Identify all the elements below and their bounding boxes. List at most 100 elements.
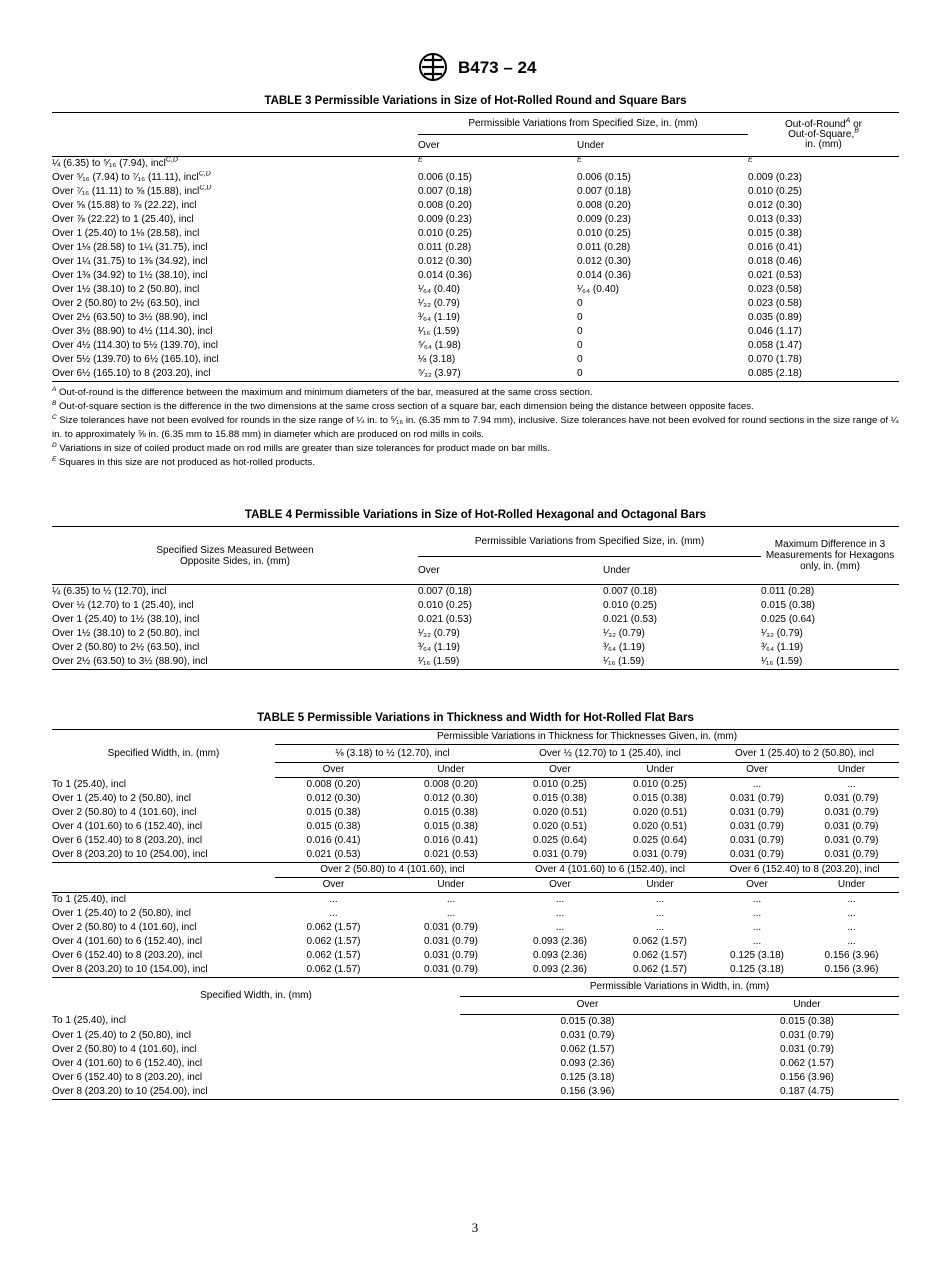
footnote: C Size tolerances have not been evolved … [52, 414, 899, 442]
cell-text: 0.006 (0.15) [418, 172, 472, 183]
cell-text: 0.025 (0.64) [761, 614, 815, 625]
cell: 0.125 (3.18) [710, 949, 804, 963]
cell: 0.031 (0.79) [710, 834, 804, 848]
cell-text: ... [847, 894, 856, 905]
row-label: Over 2 (50.80) to 2½ (63.50), incl [52, 641, 418, 655]
label-text: Over 4½ (114.30) to 5½ (139.70), incl [52, 340, 219, 351]
column-header: Over [510, 877, 610, 893]
table-row: Over 4 (101.60) to 6 (152.40), incl 0.093… [52, 1057, 899, 1071]
label-text: To 1 (25.40), incl [52, 894, 126, 905]
cell-text: 0.093 (2.36) [560, 1057, 615, 1069]
cell-text: 0.010 (0.25) [748, 186, 802, 197]
column-header: Under [610, 877, 710, 893]
footnote: B Out-of-square section is the differenc… [52, 400, 899, 414]
footnote-ref: C,D [198, 171, 211, 178]
cell-text: 0.016 (0.41) [424, 835, 478, 846]
cell: 0.006 (0.15) [418, 171, 577, 185]
label-text: To 1 (25.40), incl [52, 1015, 126, 1027]
cell-text: 0.006 (0.15) [577, 172, 631, 183]
cell: 0.015 (0.38) [460, 1014, 715, 1029]
label-text: Over 6½ (165.10) to 8 (203.20), incl [52, 368, 211, 379]
cell-text: 0.008 (0.20) [306, 779, 361, 790]
header-cell: Specified Sizes Measured Between Opposit… [52, 526, 418, 585]
cell-text: 0.156 (3.96) [560, 1085, 615, 1097]
range-header: Over 4 (101.60) to 6 (152.40), incl [510, 862, 710, 878]
cell: 0.010 (0.25) [748, 185, 899, 199]
cell: ... [710, 907, 804, 921]
cell: 0.031 (0.79) [715, 1029, 899, 1043]
cell-text: 0.012 (0.30) [577, 256, 631, 267]
label-text: Over 1 (25.40) to 1⅛ (28.58), incl [52, 228, 200, 239]
cell-text: 0.011 (0.28) [577, 242, 631, 253]
cell: 0.010 (0.25) [603, 599, 761, 613]
row-label: Over 2½ (63.50) to 3½ (88.90), incl [52, 311, 418, 325]
footnote-mark: D [52, 441, 57, 449]
cell: 0.062 (1.57) [610, 949, 710, 963]
cell-text: 0.010 (0.25) [603, 600, 657, 611]
cell: 0.046 (1.17) [748, 325, 899, 339]
cell: ¹⁄₃₂ (0.79) [418, 627, 603, 641]
table-row: Over 2 (50.80) to 4 (101.60), incl 0.062 … [52, 1043, 899, 1057]
footnote-text: Size tolerances have not been evolved fo… [52, 415, 899, 440]
table5-block: TABLE 5 Permissible Variations in Thickn… [52, 710, 900, 1100]
label-text: Over 1⅛ (28.58) to 1¼ (31.75), incl [52, 242, 208, 253]
label-text: Over 2 (50.80) to 4 (101.60), incl [52, 1043, 197, 1055]
cell-text: 0.009 (0.23) [418, 214, 472, 225]
cell: ... [710, 778, 804, 793]
table-row: Over 6 (152.40) to 8 (203.20), incl 0.016… [52, 834, 899, 848]
label-text: Over ⅝ (15.88) to ⅞ (22.22), incl [52, 200, 197, 211]
table-title: TABLE 4 Permissible Variations in Size o… [244, 509, 707, 521]
row-label: Over 6 (152.40) to 8 (203.20), incl [52, 949, 275, 963]
cell: ... [710, 893, 804, 908]
cell-text: ... [847, 908, 856, 919]
cell-text: 0.008 (0.20) [577, 200, 631, 211]
cell-text: 0.031 (0.79) [824, 849, 879, 860]
cell-text: 0.031 (0.79) [730, 821, 784, 832]
cell: 0.031 (0.79) [460, 1029, 715, 1043]
label-text: Over 1 (25.40) to 2 (50.80), incl [52, 908, 191, 919]
footnote-ref: A [845, 117, 851, 125]
cell-text: 0.021 (0.53) [424, 849, 478, 860]
cell-text: 0.013 (0.33) [748, 214, 802, 225]
label-text: Over ½ (12.70) to 1 (25.40), incl [52, 600, 194, 611]
group-header: Permissible Variations in Thickness for … [275, 729, 900, 745]
cell: ¹⁄₆₄ (0.40) [418, 283, 577, 297]
cell: 0.156 (3.96) [804, 949, 899, 963]
cell: 0.021 (0.53) [275, 848, 392, 863]
cell-text: 0.156 (3.96) [780, 1071, 834, 1083]
table-title: TABLE 3 Permissible Variations in Size o… [264, 95, 687, 107]
range-header: Over 2 (50.80) to 4 (101.60), incl [275, 862, 510, 878]
cell-text: 0 [577, 298, 583, 309]
cell-text: 0.031 (0.79) [824, 835, 879, 846]
cell-text: ³⁄₆₄ (1.19) [418, 312, 461, 323]
cell-text: ¹⁄₃₂ (0.79) [418, 628, 460, 639]
cell-text: 0.018 (0.46) [748, 256, 802, 267]
label-text: Over 8 (203.20) to 10 (254.00), incl [52, 1085, 208, 1097]
cell: 0.031 (0.79) [804, 792, 899, 806]
cell-text: 0.070 (1.78) [748, 354, 802, 365]
cell: 0.031 (0.79) [392, 949, 510, 963]
table-row: Over 2½ (63.50) to 3½ (88.90), incl ¹⁄₁₆ … [52, 655, 900, 670]
cell-text: ... [752, 922, 762, 933]
table-row: Over 1½ (38.10) to 2 (50.80), incl ¹⁄₆₄ (… [52, 283, 899, 297]
cell-text: 0.093 (2.36) [533, 950, 587, 961]
cell-text: 0 [577, 340, 583, 351]
cell: 0.093 (2.36) [510, 963, 610, 978]
table-row: Over 1 (25.40) to 2 (50.80), incl 0.012 (… [52, 792, 899, 806]
footnote-text: Out-of-square section is the difference … [59, 401, 754, 412]
footnote-text: Out-of-round is the difference between t… [59, 387, 593, 398]
label-text: Over 2 (50.80) to 4 (101.60), incl [52, 807, 197, 818]
cell: 0.156 (3.96) [715, 1071, 899, 1085]
cell: ... [804, 935, 899, 949]
cell: ¹⁄₆₄ (0.40) [577, 283, 748, 297]
label-text: Over ⁵⁄₁₆ (7.94) to ⁷⁄₁₆ (11.11), incl [52, 172, 199, 183]
cell-text: ... [752, 779, 762, 790]
cell-text: 0.010 (0.25) [418, 228, 472, 239]
cell-text: 0.025 (0.64) [533, 835, 587, 846]
cell: 0.011 (0.28) [761, 585, 899, 600]
column-header: Under [392, 877, 510, 893]
cell: 0.010 (0.25) [610, 778, 710, 793]
cell: 0.012 (0.30) [275, 792, 392, 806]
cell: 0.031 (0.79) [710, 806, 804, 820]
cell-text: 0.031 (0.79) [780, 1029, 834, 1041]
